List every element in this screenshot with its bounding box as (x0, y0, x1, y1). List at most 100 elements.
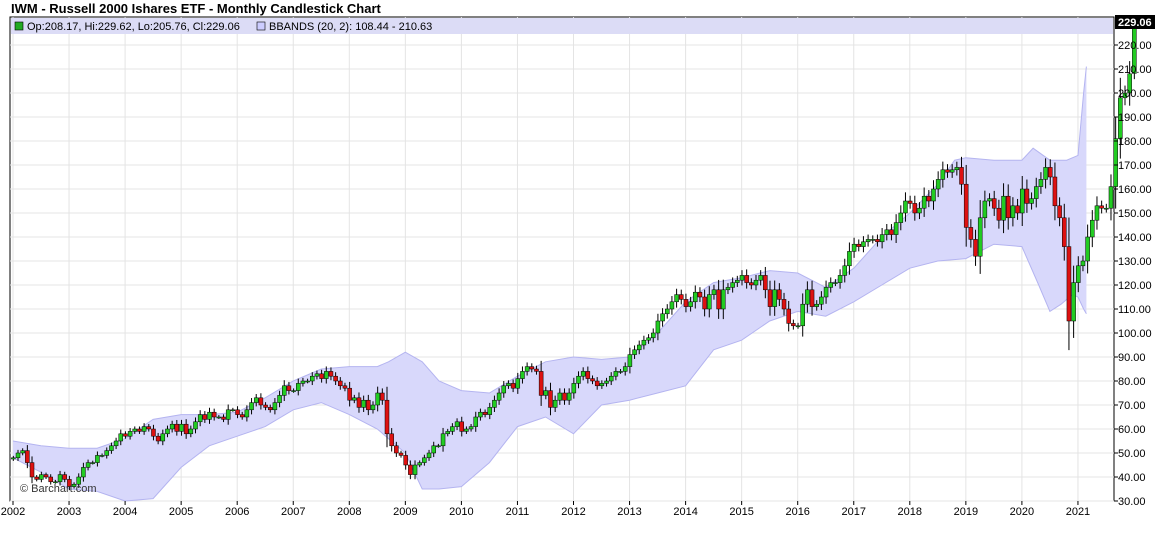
candle (403, 450, 408, 470)
candle (996, 199, 1002, 229)
candle (1118, 77, 1123, 159)
candle (286, 381, 292, 395)
candle (529, 363, 535, 373)
candle-body (632, 349, 637, 355)
x-tick-label: 2002 (1, 506, 25, 518)
candle-body (1090, 219, 1095, 238)
candle (62, 471, 67, 483)
candle-body (805, 289, 810, 305)
candle (917, 202, 922, 220)
candle (95, 451, 100, 467)
candle (1029, 192, 1034, 210)
candle-body (861, 241, 866, 247)
candle (991, 190, 997, 216)
candle (1099, 200, 1104, 214)
candle-body (576, 375, 581, 384)
legend: Op:208.17, Hi:229.62, Lo:205.76, Cl:229.… (11, 18, 1113, 34)
candle (1090, 210, 1095, 248)
candle-body (777, 289, 782, 300)
candle (903, 192, 908, 222)
candle (291, 388, 296, 393)
candle (851, 237, 857, 258)
candle-body (725, 287, 731, 291)
candle-body (487, 407, 493, 415)
candle (823, 280, 829, 304)
candle (921, 187, 927, 217)
candle-body (515, 378, 521, 389)
candle (1001, 183, 1006, 234)
candle (954, 161, 960, 176)
candle (445, 428, 450, 437)
candle (702, 289, 707, 317)
candle (179, 419, 184, 436)
candle (613, 367, 619, 381)
candle-body (333, 375, 338, 382)
candle-body (730, 282, 735, 288)
candle-body (267, 407, 273, 411)
candle (57, 470, 63, 486)
candle-body (753, 279, 759, 286)
candle-body (903, 200, 908, 214)
candle (155, 432, 161, 445)
candle (352, 394, 357, 404)
y-tick-label: 130.00 (1118, 256, 1152, 268)
candle (524, 362, 530, 376)
candle-body (324, 371, 329, 379)
last-price-flag: 229.06 (1115, 15, 1155, 29)
candle (1076, 256, 1081, 293)
candle (258, 393, 264, 410)
x-tick-label: 2012 (561, 506, 585, 518)
candle-body (1029, 198, 1034, 204)
x-tick-label: 2019 (954, 506, 978, 518)
candle (669, 296, 675, 315)
candle (76, 473, 81, 488)
candle (459, 416, 464, 437)
candle-body (636, 344, 642, 351)
candle (963, 164, 969, 247)
candle-body (85, 462, 91, 468)
candle (571, 377, 577, 399)
candle (636, 340, 642, 355)
candle-body (104, 450, 110, 456)
candle-body (1062, 217, 1067, 247)
candle-body (464, 428, 469, 432)
candle-body (361, 399, 366, 408)
candle (127, 428, 133, 440)
candle-body (1099, 205, 1104, 209)
candle-body (744, 275, 749, 283)
candle (809, 280, 815, 316)
candle-body (538, 371, 544, 396)
candle (777, 283, 782, 307)
candle (398, 450, 404, 458)
candle (225, 404, 231, 425)
candle-body (650, 332, 656, 339)
bollinger-band-fill (13, 66, 1087, 501)
candle-body (917, 207, 922, 214)
candle-body (963, 183, 969, 228)
x-tick-label: 2014 (673, 506, 697, 518)
candle-body (721, 289, 726, 310)
x-tick-label: 2010 (449, 506, 473, 518)
x-tick-label: 2008 (337, 506, 361, 518)
legend-background (11, 18, 1113, 34)
candle (1005, 184, 1011, 230)
candle-body (641, 339, 647, 346)
candle (160, 429, 166, 446)
candle (814, 300, 819, 311)
candle-body (118, 433, 124, 442)
legend-bbands-swatch (256, 21, 266, 31)
candle (800, 293, 805, 337)
candle-body (529, 366, 535, 370)
candle (328, 367, 334, 381)
candle-body (702, 296, 707, 310)
y-tick-label: 170.00 (1118, 160, 1152, 172)
legend-ohlc-swatch (14, 21, 24, 31)
candle (310, 372, 315, 386)
candle (141, 423, 147, 435)
candle (473, 411, 478, 432)
candle-body (847, 251, 852, 267)
candle-body (127, 431, 133, 437)
candle-body (366, 399, 371, 411)
candle-body (693, 291, 698, 303)
candle (548, 382, 553, 416)
